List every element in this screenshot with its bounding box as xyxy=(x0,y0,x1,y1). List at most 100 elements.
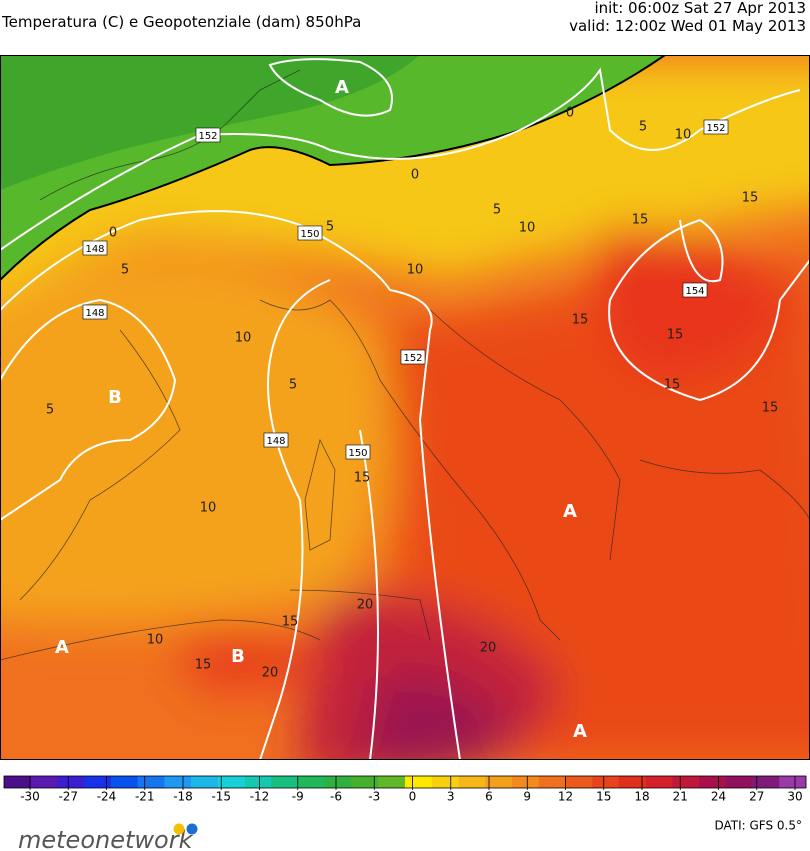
colorbar-cell xyxy=(618,776,646,788)
isotherm-label: 10 xyxy=(519,221,536,236)
isohypse-label-box xyxy=(682,282,708,298)
isotherm-label: 15 xyxy=(742,191,759,206)
logo-dot xyxy=(173,823,185,835)
isotherm-label: 15 xyxy=(667,328,684,343)
isohypse-label: 148 xyxy=(85,244,104,255)
colorbar-frame xyxy=(3,775,807,789)
isohypse-label-box xyxy=(263,432,289,448)
isotherm-label: 5 xyxy=(121,263,129,278)
isohypse-label-box xyxy=(297,225,323,241)
isohypse-label: 148 xyxy=(85,308,104,319)
colorbar-cell xyxy=(672,776,700,788)
isohypse-label: 152 xyxy=(403,353,422,364)
colorbar-tick-label: 18 xyxy=(634,790,649,804)
colorbar-cell xyxy=(699,776,727,788)
isotherm-label: 15 xyxy=(282,615,299,630)
colorbar-cell xyxy=(324,776,352,788)
isotherm-label: 10 xyxy=(200,501,217,516)
isotherm-label: 20 xyxy=(262,666,279,681)
colorbar-tick-label: 6 xyxy=(485,790,493,804)
colorbar-cell xyxy=(565,776,593,788)
colorbar-tick-label: -18 xyxy=(173,790,193,804)
colorbar-cell xyxy=(405,776,433,788)
init-time: init: 06:00z Sat 27 Apr 2013 xyxy=(594,0,806,17)
isohypse-label: 150 xyxy=(348,448,367,459)
isotherm-label: 5 xyxy=(639,120,647,135)
isotherm-label: 10 xyxy=(675,128,692,143)
isotherm-label: 5 xyxy=(326,220,334,235)
valid-time: valid: 12:00z Wed 01 May 2013 xyxy=(569,17,806,35)
isotherm-label: 5 xyxy=(493,203,501,218)
colorbar-tick-label: 3 xyxy=(447,790,455,804)
colorbar-cell xyxy=(30,776,58,788)
isohypse-label-box xyxy=(82,240,108,256)
colorbar-tick-label: 12 xyxy=(558,790,573,804)
colorbar-cell xyxy=(4,776,32,788)
isotherm-label: 0 xyxy=(411,168,419,183)
colorbar-cell xyxy=(538,776,566,788)
isotherm-label: 15 xyxy=(572,313,589,328)
colorbar-cell xyxy=(191,776,219,788)
pressure-center: B xyxy=(231,646,245,667)
colorbar-cell xyxy=(725,776,753,788)
colorbar-cell xyxy=(298,776,326,788)
isotherm-label: 20 xyxy=(357,598,374,613)
pressure-center: A xyxy=(563,501,577,522)
colorbar-tick-label: -15 xyxy=(211,790,231,804)
pressure-center: B xyxy=(108,387,122,408)
colorbar-cell xyxy=(57,776,85,788)
isotherm-label: 0 xyxy=(566,106,574,121)
colorbar-cell xyxy=(645,776,673,788)
isohypse-label: 152 xyxy=(198,131,217,142)
colorbar-tick-label: -24 xyxy=(97,790,117,804)
colorbar-cell xyxy=(511,776,539,788)
isotherm-label: 10 xyxy=(407,263,424,278)
isotherm-label: 5 xyxy=(46,403,54,418)
colorbar-tick-label: 15 xyxy=(596,790,611,804)
isotherm-label: 15 xyxy=(195,658,212,673)
colorbar-tick-label: 9 xyxy=(523,790,531,804)
isohypse-label: 150 xyxy=(300,229,319,240)
colorbar-cell xyxy=(244,776,272,788)
isohypses xyxy=(0,58,810,760)
colorbar: -30 -27 -24 -21 -18 -15 -12 -9 -6 -3 0 3 6 9 12 15 18 21 2… xyxy=(3,775,807,804)
colorbar-tick-label: 24 xyxy=(711,790,726,804)
isotherm-label: 10 xyxy=(147,633,164,648)
isohypse-label: 148 xyxy=(266,436,285,447)
isotherm-label: 0 xyxy=(109,226,117,241)
isotherm-label: 5 xyxy=(289,378,297,393)
isohypse-label-box xyxy=(703,119,729,135)
map-title: Temperatura (C) e Geopotenziale (dam) 85… xyxy=(2,13,362,31)
isohypse-label-box xyxy=(400,349,426,365)
logo-dot xyxy=(186,823,198,835)
colorbar-cell xyxy=(271,776,299,788)
isohypse-label: 152 xyxy=(706,123,725,134)
pressure-center: A xyxy=(573,721,587,742)
isohypse-label-box xyxy=(82,304,108,320)
colorbar-tick-label: -30 xyxy=(20,790,40,804)
isotherm-label: 10 xyxy=(235,331,252,346)
colorbar-tick-label: 27 xyxy=(749,790,764,804)
data-source: DATI: GFS 0.5° xyxy=(714,819,802,833)
isotherm-label: 15 xyxy=(762,401,779,416)
colorbar-cell xyxy=(431,776,459,788)
colorbar-tick-label: -12 xyxy=(250,790,270,804)
colorbar-tick-label: -6 xyxy=(330,790,342,804)
colorbar-tick-label: -27 xyxy=(58,790,78,804)
colorbar-tick-label: 21 xyxy=(673,790,688,804)
pressure-center: A xyxy=(335,77,349,98)
colorbar-tick-label: -21 xyxy=(135,790,155,804)
isohypse-label-box xyxy=(345,444,371,460)
colorbar-tick-label: 0 xyxy=(409,790,417,804)
isohypse-label: 154 xyxy=(685,286,704,297)
isotherm-label: 15 xyxy=(632,213,649,228)
pressure-center: A xyxy=(55,637,69,658)
colorbar-cell xyxy=(110,776,138,788)
colorbar-cell xyxy=(779,776,807,788)
colorbar-cell xyxy=(351,776,379,788)
isotherm-label: 15 xyxy=(664,378,681,393)
colorbar-cell xyxy=(592,776,620,788)
isotherm-label: 15 xyxy=(354,471,371,486)
